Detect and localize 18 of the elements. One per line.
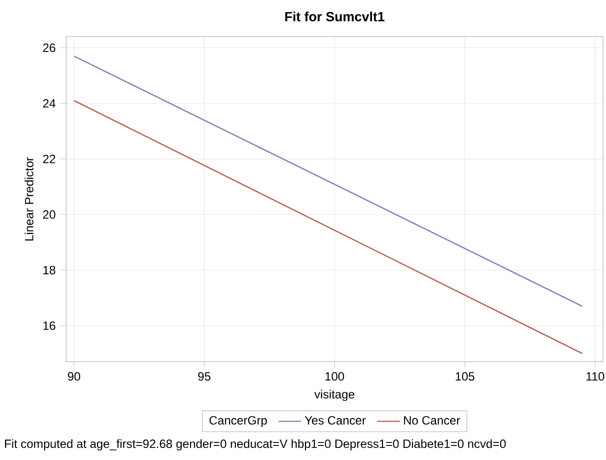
- y-axis-title: Linear Predictor: [24, 157, 34, 240]
- x-tick-label: 100: [326, 372, 344, 381]
- chart-title: Fit for Sumcvlt1: [285, 12, 384, 22]
- y-tick-label: 18: [43, 266, 56, 274]
- x-tick-label: 90: [68, 372, 80, 381]
- x-tick-label: 110: [586, 372, 604, 381]
- x-tick-label: 105: [456, 372, 474, 381]
- text: Fit computed at age_first=92.68 gender=0 neducat=V hbp1=0 Depress1=0 Diabete1=0 ncvd=0: [5, 439, 506, 450]
- x-tick-label: 95: [198, 372, 210, 381]
- legend-label: No Cancer: [404, 416, 460, 425]
- legend-label: Yes Cancer: [304, 416, 366, 425]
- y-tick-label: 24: [43, 99, 56, 108]
- y-tick-label: 22: [43, 154, 56, 164]
- y-tick-label: 20: [43, 210, 56, 219]
- legend-title: CancerGrp: [210, 416, 267, 427]
- y-tick-label: 26: [43, 44, 56, 52]
- x-axis-title: visitage: [314, 390, 354, 401]
- y-tick-label: 16: [43, 321, 56, 330]
